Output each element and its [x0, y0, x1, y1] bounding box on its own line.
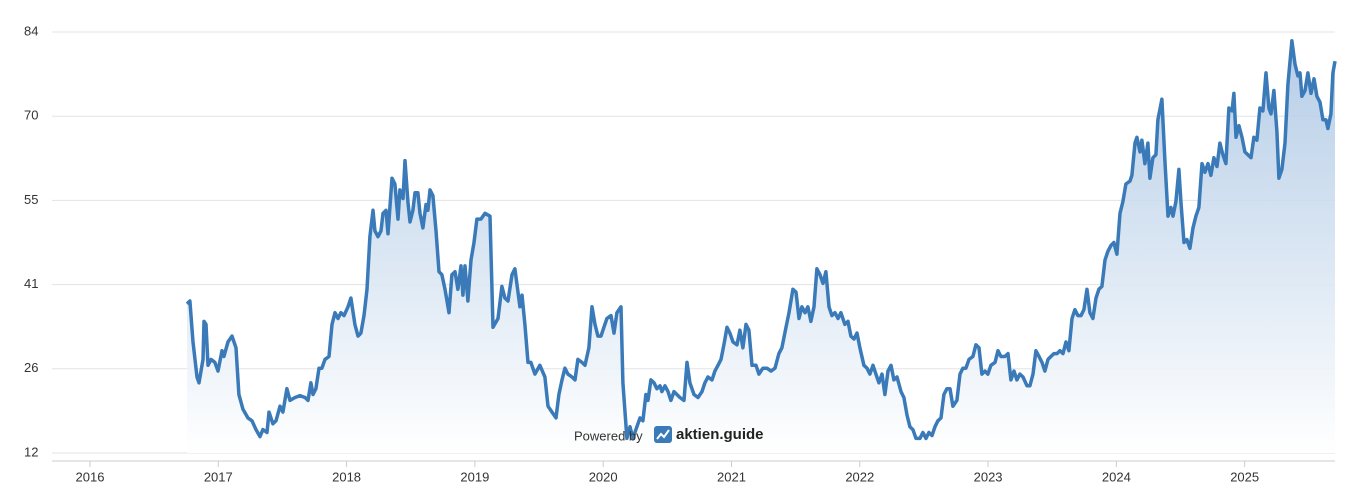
- price-line: [185, 39, 1337, 441]
- watermark: Powered by aktien.guide: [574, 426, 764, 443]
- watermark-icon: [654, 426, 672, 443]
- x-tick-label: 2021: [717, 469, 746, 484]
- x-tick-label: 2019: [460, 469, 489, 484]
- x-tick-label: 2016: [76, 469, 105, 484]
- plot: [185, 39, 1337, 454]
- y-tick-label: 55: [24, 192, 38, 207]
- x-tick-label: 2017: [204, 469, 233, 484]
- x-tick-label: 2024: [1102, 469, 1131, 484]
- y-tick-label: 70: [24, 108, 38, 123]
- watermark-icon-line: [656, 429, 670, 440]
- x-tick-label: 2025: [1230, 469, 1259, 484]
- y-tick-label: 41: [24, 276, 38, 291]
- x-tick-label: 2022: [845, 469, 874, 484]
- watermark-prefix: Powered by: [574, 428, 643, 443]
- x-tick-label: 2020: [589, 469, 618, 484]
- area: [187, 40, 1335, 454]
- grid: 12 26 41 55 70 84 2016 2017 2018 2019 2020 2021 2022…: [24, 23, 1335, 484]
- x-tick-label: 2023: [974, 469, 1003, 484]
- y-tick-label: 84: [24, 23, 38, 38]
- watermark-brand: aktien.guide: [676, 426, 764, 443]
- y-tick-label: 12: [24, 444, 38, 459]
- y-tick-label: 26: [24, 360, 38, 375]
- x-tick-label: 2018: [332, 469, 361, 484]
